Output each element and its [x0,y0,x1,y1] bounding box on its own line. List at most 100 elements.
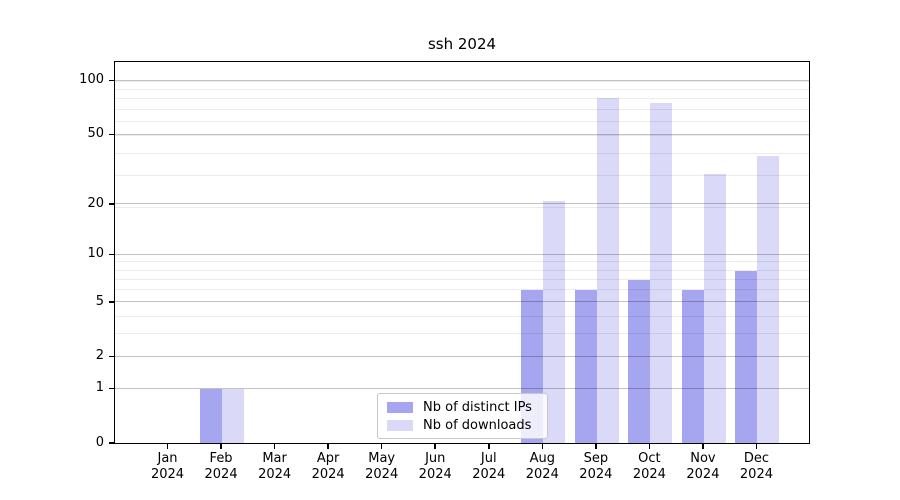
grid-line-major [115,203,809,205]
x-tick-mark [273,444,276,449]
x-tick-label: Jan 2024 [138,451,198,483]
x-tick-year: 2024 [204,467,238,482]
y-tick-label: 1 [95,380,104,396]
x-tick-label: Jun 2024 [405,451,465,483]
grid-line-major [115,253,809,255]
legend-label: Nb of distinct IPs [423,400,532,416]
x-tick-label: Feb 2024 [191,451,251,483]
x-tick-month: Feb [209,451,233,466]
legend-row: Nb of downloads [387,417,539,434]
x-tick-label: May 2024 [352,451,412,483]
x-tick-month: Apr [316,451,340,466]
y-tick-mark [109,203,114,205]
grid-line-major [115,133,809,135]
x-tick-label: Aug 2024 [512,451,572,483]
x-tick-month: Jan [157,451,178,466]
grid-line-minor [115,315,809,317]
bar-distinct-ips [628,279,651,443]
y-tick-label: 50 [87,126,104,142]
x-tick-year: 2024 [579,467,613,482]
x-tick-mark [166,444,169,449]
x-tick-mark [541,444,544,449]
x-tick-label: Mar 2024 [245,451,305,483]
grid-line-major [115,301,809,303]
bar-distinct-ips [200,388,223,443]
x-tick-year: 2024 [150,467,185,482]
legend-label: Nb of downloads [423,417,532,433]
y-tick-mark [109,133,114,136]
bar-distinct-ips [681,290,704,443]
grid-line-minor [115,152,809,154]
grid-line-minor [115,108,809,110]
x-tick-month: May [368,451,396,466]
x-tick-month: Jul [480,451,497,466]
x-tick-mark [488,444,490,449]
y-tick-label: 20 [87,195,104,211]
x-tick-year: 2024 [311,467,345,482]
x-tick-year: 2024 [418,467,452,482]
x-tick-month: Sep [583,451,609,466]
bar-downloads [650,103,673,443]
grid-line-minor [115,269,809,271]
legend-swatch [387,419,413,431]
y-tick-label: 0 [95,434,104,450]
x-tick-label: Sep 2024 [566,451,626,483]
grid-line-minor [115,278,809,280]
x-tick-label: Dec 2024 [726,451,786,483]
y-tick-mark [109,387,114,390]
grid-line-minor [115,135,809,137]
y-tick-label: 5 [95,293,104,309]
bar-distinct-ips [574,290,597,443]
grid-line-minor [115,80,809,82]
x-tick-month: Mar [262,451,287,466]
x-tick-month: Jun [425,451,446,466]
bar-downloads [703,173,726,443]
x-tick-label: Oct 2024 [619,451,679,483]
legend-swatch [387,402,413,414]
y-tick-mark [109,442,114,444]
legend-row: Nb of distinct IPs [387,399,539,416]
x-tick-month: Aug [529,451,555,466]
y-tick-mark [109,253,114,256]
x-tick-year: 2024 [739,467,773,482]
x-tick-mark [327,444,329,449]
y-tick-label: 100 [79,72,104,88]
y-tick-label: 2 [95,348,104,364]
x-tick-mark [380,444,383,449]
x-tick-year: 2024 [632,467,666,482]
legend: Nb of distinct IPs Nb of downloads [377,393,548,439]
x-tick-month: Nov [690,451,716,466]
bar-downloads [596,98,619,443]
plot-area [114,61,810,444]
x-tick-label: Jul 2024 [459,451,519,483]
grid-line-minor [115,261,809,263]
x-tick-year: 2024 [472,467,506,482]
grid-line-minor [115,120,809,122]
grid-line-minor [115,98,809,100]
x-tick-label: Apr 2024 [298,451,358,483]
x-tick-mark [595,444,597,449]
x-tick-year: 2024 [258,467,292,482]
y-tick-mark [109,355,114,358]
x-tick-year: 2024 [365,467,399,482]
x-tick-month: Dec [743,451,770,466]
bar-downloads [757,155,780,443]
grid-line-minor [115,175,809,177]
x-tick-mark [648,444,651,449]
grid-line-major [115,355,809,357]
x-tick-label: Nov 2024 [673,451,733,483]
x-tick-mark [755,444,758,449]
grid-line-minor [115,289,809,291]
x-tick-month: Oct [638,451,661,466]
bar-downloads [543,200,566,443]
bar-downloads [222,388,245,443]
bar-distinct-ips [735,270,758,443]
grid-line-major [115,387,809,389]
x-tick-year: 2024 [525,467,559,482]
y-tick-mark [109,79,114,82]
x-tick-mark [702,444,704,449]
y-tick-mark [109,301,114,303]
x-tick-year: 2024 [686,467,720,482]
x-tick-mark [434,444,436,449]
